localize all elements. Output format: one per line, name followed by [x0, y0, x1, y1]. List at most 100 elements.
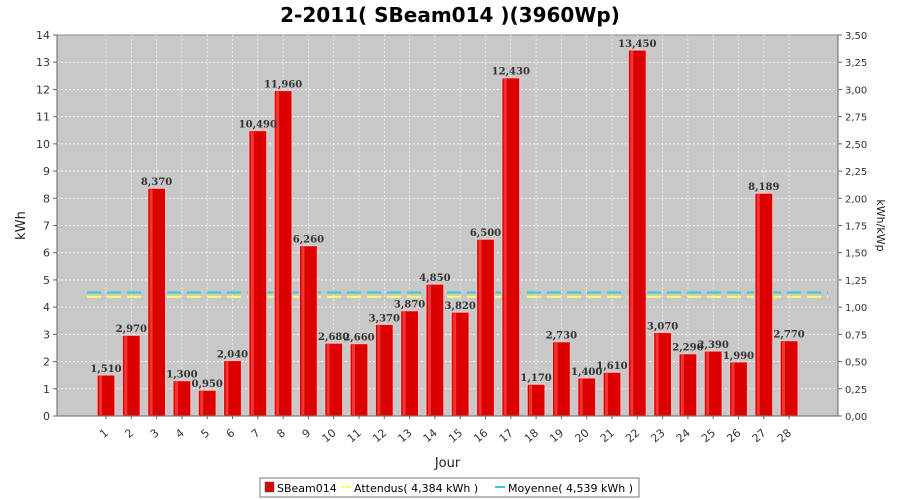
y-right-tick-label: 3,50: [845, 31, 867, 42]
x-tick-label: 26: [724, 426, 743, 445]
y-right-tick-label: 3,25: [845, 58, 867, 69]
data-label: 2,290: [672, 343, 703, 354]
y-tick-label: 14: [36, 29, 50, 42]
legend-label-bars: SBeam014: [277, 482, 337, 495]
data-label: 11,960: [264, 80, 302, 91]
bar-highlight: [276, 91, 280, 415]
x-tick-label: 9: [300, 426, 314, 440]
y-tick-label: 10: [36, 138, 50, 151]
x-tick-label: 4: [173, 426, 187, 440]
data-label: 1,300: [166, 370, 197, 381]
legend-box: [259, 477, 640, 498]
bar-highlight: [174, 381, 178, 415]
data-label: 6,260: [293, 235, 324, 246]
bar-highlight: [200, 391, 204, 415]
y-tick-label: 6: [43, 247, 50, 260]
data-label: 1,510: [90, 364, 121, 375]
bar-highlight: [225, 361, 229, 415]
bar-highlight: [756, 194, 760, 415]
data-label: 2,970: [116, 324, 147, 335]
data-label: 8,370: [141, 177, 172, 188]
x-tick-label: 3: [148, 426, 162, 440]
y-right-tick-label: 2,50: [845, 140, 867, 151]
x-tick-label: 13: [395, 426, 414, 445]
data-label: 1,610: [596, 361, 627, 372]
data-label: 3,820: [445, 301, 476, 312]
legend: SBeam014 Attendus( 4,384 kWh ) Moyenne( …: [259, 477, 640, 498]
y-tick-label: 3: [43, 328, 50, 341]
data-label: 2,770: [773, 330, 804, 341]
y-tick-label: 9: [43, 165, 50, 178]
data-label: 2,390: [698, 340, 729, 351]
data-label: 10,490: [239, 120, 277, 131]
y-right-tick-label: 2,25: [845, 167, 867, 178]
x-tick-label: 5: [198, 426, 212, 440]
x-tick-label: 14: [421, 426, 440, 445]
data-label: 3,870: [394, 300, 425, 311]
y-right-tick-label: 1,75: [845, 222, 867, 233]
y-tick-label: 7: [43, 220, 50, 233]
x-tick-label: 1: [97, 426, 111, 440]
data-label: 3,070: [647, 321, 678, 332]
chart-title: 2-2011( SBeam014 )(3960Wp): [280, 3, 620, 27]
data-label: 2,730: [546, 331, 577, 342]
y-tick-label: 2: [43, 356, 50, 369]
y-tick-label: 1: [43, 383, 50, 396]
x-tick-label: 6: [224, 426, 238, 440]
x-tick-label: 2: [123, 426, 137, 440]
y-tick-label: 0: [43, 410, 50, 423]
y-axis-right-label: kWh/kWp: [874, 199, 887, 251]
y-right-tick-label: 1,00: [845, 303, 867, 314]
x-tick-label: 19: [547, 426, 566, 445]
x-tick-label: 12: [370, 426, 389, 445]
data-label: 2,040: [217, 349, 248, 360]
x-tick-label: 7: [249, 426, 263, 440]
y-right-tick-label: 1,50: [845, 249, 867, 260]
bar-highlight: [605, 373, 608, 415]
data-label: 4,850: [419, 273, 450, 284]
x-tick-label: 25: [699, 426, 718, 445]
y-tick-label: 12: [36, 83, 50, 96]
y-tick-label: 13: [36, 56, 50, 69]
y-tick-label: 4: [43, 301, 50, 314]
y-axis-label: kWh: [14, 211, 29, 240]
bar-highlight: [478, 240, 482, 415]
bar-highlight: [503, 78, 507, 415]
x-tick-label: 10: [320, 426, 339, 445]
bar-highlight: [352, 344, 355, 415]
bar-highlight: [377, 325, 381, 415]
x-tick-label: 22: [623, 426, 642, 445]
bar-highlight: [529, 385, 533, 415]
bar-highlight: [453, 313, 457, 415]
x-tick-label: 23: [648, 426, 667, 445]
legend-label-average: Moyenne( 4,539 kWh ): [508, 482, 633, 495]
data-label: 13,450: [618, 39, 656, 50]
bar-highlight: [149, 189, 153, 415]
data-label: 1,990: [723, 351, 754, 362]
x-tick-label: 8: [274, 426, 288, 440]
bar-highlight: [427, 285, 431, 415]
bar-highlight: [402, 311, 406, 415]
legend-label-expected: Attendus( 4,384 kWh ): [354, 482, 478, 495]
legend-swatch-bars: [264, 481, 275, 493]
y-right-tick-label: 0,50: [845, 358, 867, 369]
data-label: 2,660: [343, 333, 374, 344]
bar-highlight: [99, 375, 102, 415]
x-tick-label: 21: [598, 426, 617, 445]
x-tick-label: 20: [573, 426, 592, 445]
x-tick-label: 28: [775, 426, 794, 445]
x-axis-label: Jour: [434, 456, 461, 471]
x-tick-label: 11: [345, 426, 364, 445]
y-tick-label: 11: [36, 111, 50, 124]
y-right-tick-label: 0,00: [845, 412, 867, 423]
bar-highlight: [579, 378, 583, 415]
bar-highlight: [326, 344, 330, 415]
y-tick-label: 5: [43, 274, 50, 287]
data-label: 0,950: [192, 379, 223, 390]
data-label: 1,170: [520, 373, 551, 384]
x-tick-label: 27: [750, 426, 769, 445]
reference-lines: [87, 291, 828, 298]
data-label: 3,370: [369, 313, 400, 324]
